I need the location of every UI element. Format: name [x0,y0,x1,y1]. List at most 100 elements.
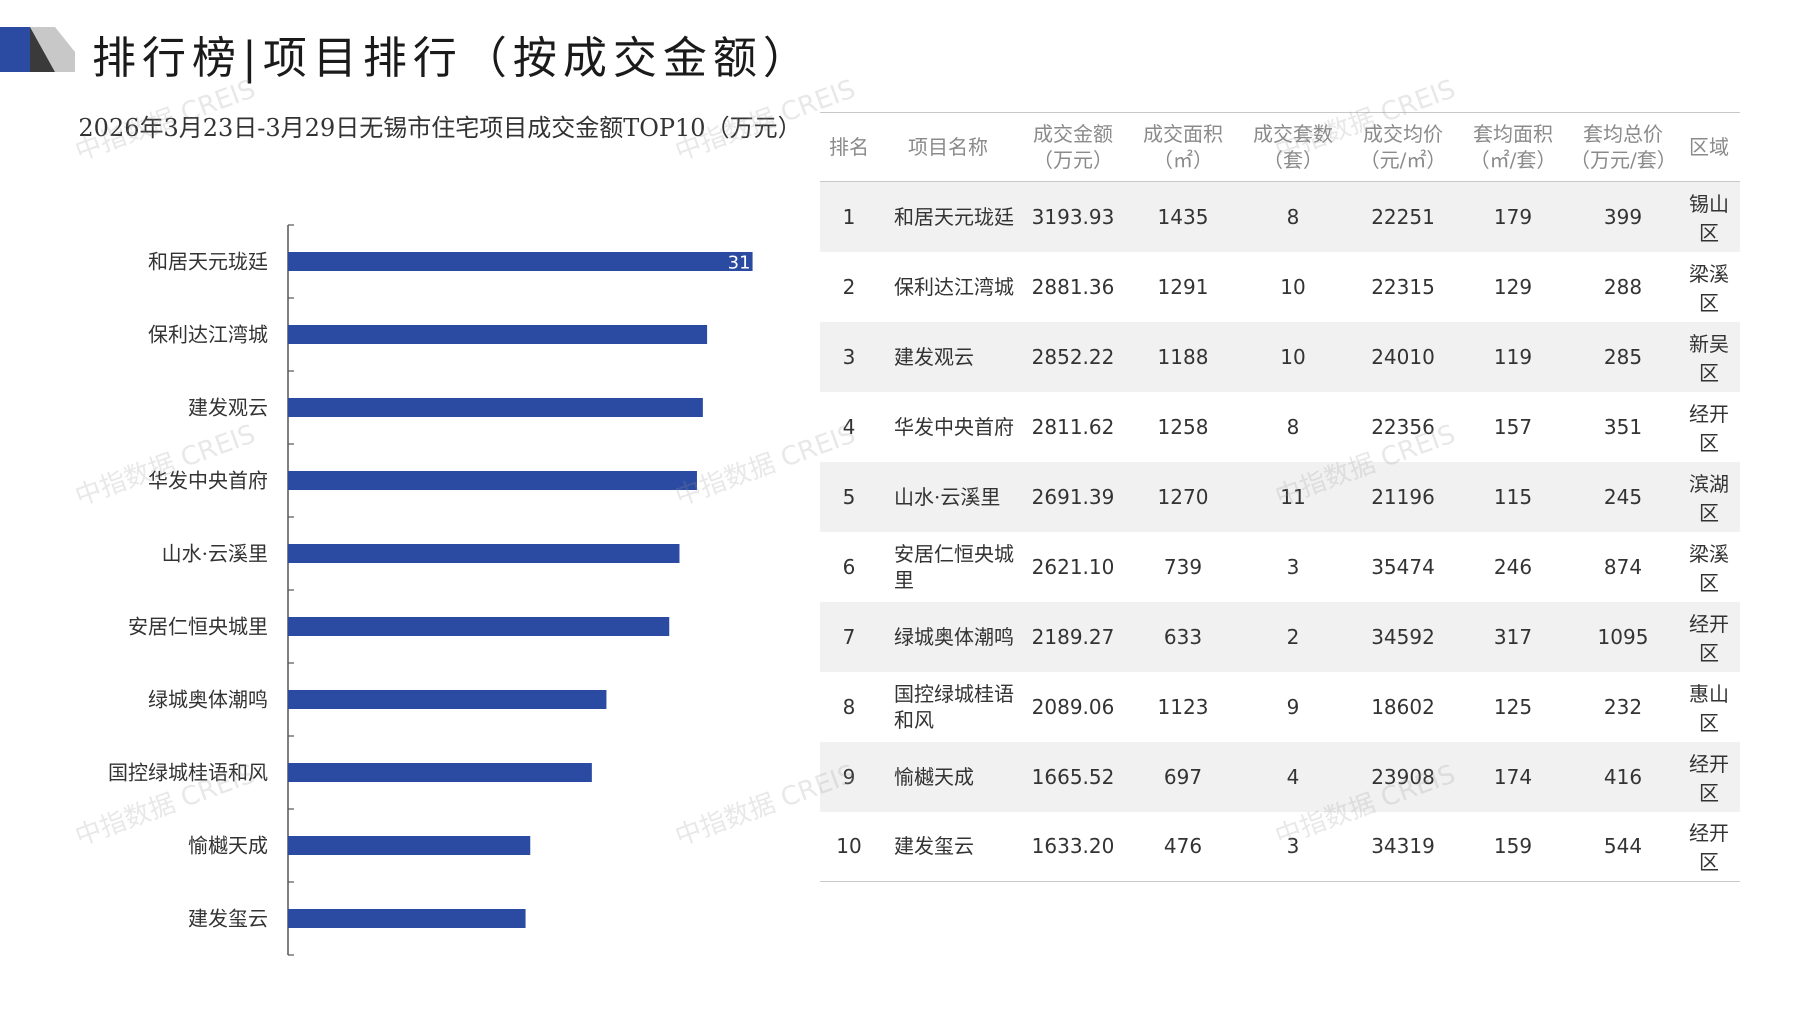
category-label: 国控绿城桂语和风 [108,761,268,785]
table-cell: 246 [1493,554,1533,579]
table-cell: 经开区 [1689,821,1729,875]
bar [288,836,531,855]
column-header: 成交均价 （元/㎡） [1348,112,1458,182]
column-header: 套均面积 （㎡/套） [1458,112,1568,182]
data-label: 31 [728,253,751,274]
column-header: 区域 [1678,112,1740,182]
table-cell: 6 [842,554,856,579]
table-cell: 9 [1286,694,1300,719]
table-cell: 4 [1286,764,1300,789]
table-cell: 1123 [1157,694,1209,719]
table-cell: 285 [1603,344,1643,369]
category-label: 安居仁恒央城里 [128,615,268,639]
category-label: 和居天元珑廷 [148,250,268,274]
table-cell: 9 [842,764,856,789]
table-cell: 愉樾天成 [894,764,974,789]
table-cell: 2691.39 [1031,484,1115,509]
table-row: 6 安居仁恒央城里 2621.10 739 3 35474 246 874 梁溪区 [820,532,1740,602]
table-cell: 544 [1603,834,1643,859]
table-cell: 10 [836,834,862,859]
table-cell: 建发观云 [894,344,974,369]
table-cell: 建发玺云 [894,834,974,859]
table-body: 1 和居天元珑廷 3193.93 1435 8 22251 179 399 锡山区 2 保利达江湾城… [820,181,1740,882]
table-cell: 国控绿城桂语和风 [894,681,1014,732]
table-cell: 华发中央首府 [894,414,1014,439]
table-cell: 1 [842,204,856,229]
table-cell: 保利达江湾城 [894,274,1014,299]
table-cell: 2852.22 [1031,344,1115,369]
category-label: 建发观云 [188,396,268,420]
table-cell: 351 [1603,414,1643,439]
category-label: 绿城奥体潮鸣 [148,688,268,712]
table-cell: 7 [842,624,856,649]
table-cell: 2 [842,274,856,299]
table-cell: 1665.52 [1031,764,1115,789]
table-cell: 22315 [1371,274,1435,299]
table-cell: 2 [1286,624,1300,649]
table-cell: 24010 [1371,344,1435,369]
table-cell: 2811.62 [1031,414,1115,439]
table-cell: 锡山区 [1689,191,1729,245]
table-cell: 174 [1493,764,1533,789]
table-cell: 8 [1286,204,1300,229]
table-cell: 绿城奥体潮鸣 [894,624,1014,649]
table-cell: 5 [842,484,856,509]
table-cell: 经开区 [1689,611,1729,665]
table-row: 4 华发中央首府 2811.62 1258 8 22356 157 351 经开区 [820,392,1740,462]
table-cell: 115 [1493,484,1533,509]
table-cell: 35474 [1371,554,1435,579]
table-cell: 惠山区 [1689,681,1729,735]
table-cell: 2189.27 [1031,624,1115,649]
table-cell: 安居仁恒央城里 [894,541,1014,592]
table-cell: 416 [1603,764,1643,789]
chart-title: 2026年3月23日-3月29日无锡市住宅项目成交金额TOP10（万元） [78,114,802,142]
table-row: 2 保利达江湾城 2881.36 1291 10 22315 129 288 梁溪区 [820,252,1740,322]
table-cell: 8 [1286,414,1300,439]
table-cell: 159 [1493,834,1533,859]
table-cell: 1291 [1157,274,1209,299]
table-row: 1 和居天元珑廷 3193.93 1435 8 22251 179 399 锡山区 [820,181,1740,252]
bar [288,617,670,636]
ranking-table-container: 排名 项目名称 成交金额 （万元） 成交面积 （㎡） 成交套数 （套） 成交均价 （元/㎡） 套均面… [820,112,1740,882]
category-label: 建发玺云 [188,907,268,931]
bar [288,471,697,490]
category-label: 愉樾天成 [188,834,268,858]
table-cell: 滨湖区 [1689,471,1729,525]
table-cell: 179 [1493,204,1533,229]
table-row: 9 愉樾天成 1665.52 697 4 23908 174 416 经开区 [820,741,1740,812]
table-cell: 317 [1493,624,1533,649]
table-cell: 633 [1163,624,1203,649]
table-cell: 119 [1493,344,1533,369]
column-header: 成交套数 （套） [1238,112,1348,182]
table-cell: 新吴区 [1689,331,1729,385]
bar [288,398,703,417]
table-cell: 10 [1280,274,1306,299]
table-cell: 129 [1493,274,1533,299]
table-row: 10 建发玺云 1633.20 476 3 34319 159 544 经开区 [820,812,1740,882]
table-cell: 经开区 [1689,751,1729,805]
table-cell: 739 [1163,554,1203,579]
bar [288,909,526,928]
table-cell: 18602 [1371,694,1435,719]
table-cell: 山水·云溪里 [894,484,1001,509]
page-title: 排行榜|项目排行（按成交金额） [92,33,813,84]
bar [288,763,592,782]
table-cell: 232 [1603,694,1643,719]
bar [288,252,753,271]
bar [288,690,607,709]
table-row: 5 山水·云溪里 2691.39 1270 11 21196 115 245 滨湖区 [820,461,1740,532]
table-cell: 2621.10 [1031,554,1115,579]
column-header: 套均总价 （万元/套） [1568,112,1678,182]
table-cell: 1095 [1597,624,1649,649]
category-label: 山水·云溪里 [162,542,268,566]
table-cell: 288 [1603,274,1643,299]
bar-chart: 和居天元珑廷 31 保利达江湾城建发观云华发中央首府山水·云溪里安居仁恒央城里绿城奥… [108,224,753,956]
table-row: 7 绿城奥体潮鸣 2189.27 633 2 34592 317 1095 经开区 [820,601,1740,672]
bar [288,325,708,344]
table-cell: 梁溪区 [1689,261,1729,315]
brand-logo [0,27,75,72]
table-cell: 1270 [1157,484,1209,509]
category-label: 华发中央首府 [148,469,268,493]
table-row: 8 国控绿城桂语和风 2089.06 1123 9 18602 125 232 惠山区 [820,672,1740,742]
table-cell: 3193.93 [1031,204,1115,229]
